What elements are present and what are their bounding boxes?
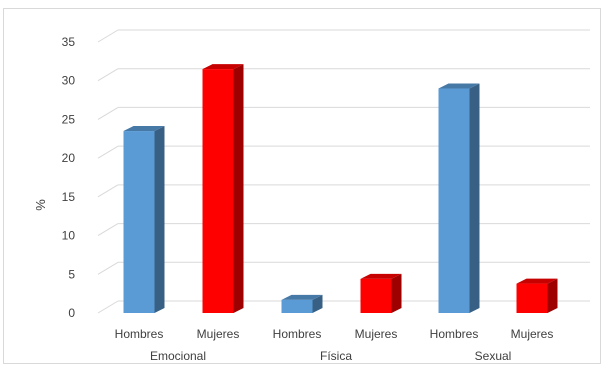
grid-line-depth <box>97 184 119 198</box>
x-group-label: Física <box>320 349 352 363</box>
grid-lines <box>97 29 590 314</box>
bar <box>123 126 165 314</box>
grid-line-depth <box>97 145 119 159</box>
y-tick-label: 10 <box>62 229 76 243</box>
bar-side <box>391 273 402 313</box>
grid-line-depth <box>97 223 119 237</box>
bar <box>281 294 323 313</box>
bar-top <box>360 273 402 279</box>
bar-side <box>469 83 480 313</box>
x-group-label: Sexual <box>475 349 512 363</box>
bars <box>123 64 558 314</box>
bar-side <box>547 278 558 313</box>
y-tick-label: 30 <box>62 74 76 88</box>
bar <box>360 273 402 313</box>
bar <box>438 83 480 313</box>
bar-top <box>123 126 165 132</box>
y-tick-label: 25 <box>62 112 76 126</box>
y-tick-label: 35 <box>62 35 76 49</box>
bar-top <box>516 278 558 284</box>
y-tick-label: 0 <box>68 306 75 320</box>
bar-side <box>233 64 244 313</box>
bar-front <box>438 88 470 313</box>
bar-top <box>281 294 323 300</box>
grid-line-depth <box>97 29 119 43</box>
bar-front <box>202 69 234 313</box>
bar-side <box>154 126 165 314</box>
x-category-label: Hombres <box>273 327 322 341</box>
y-tick-label: 20 <box>62 151 76 165</box>
grid-line-depth <box>97 68 119 82</box>
y-tick-label: 5 <box>68 267 75 281</box>
x-category-label: Hombres <box>115 327 164 341</box>
bar-side <box>312 294 323 313</box>
x-category-label: Hombres <box>430 327 479 341</box>
grid-line-depth <box>97 300 119 314</box>
grid-line-depth <box>97 261 119 275</box>
bar <box>202 64 244 313</box>
x-group-label: Emocional <box>150 349 206 363</box>
x-category-label: Mujeres <box>197 327 240 341</box>
y-tick-label: 15 <box>62 190 76 204</box>
bar-top <box>202 64 244 70</box>
y-axis: 0 5 10 15 20 25 30 35 <box>62 35 76 320</box>
bar-top <box>438 83 480 89</box>
bar-front <box>281 299 313 313</box>
bar <box>516 278 558 313</box>
x-category-label: Mujeres <box>355 327 398 341</box>
grid-line-depth <box>97 106 119 120</box>
x-category-label: Mujeres <box>511 327 554 341</box>
bar-front <box>516 283 548 313</box>
y-axis-label: % <box>33 199 48 211</box>
bar-front <box>360 278 392 313</box>
bar-front <box>123 131 155 313</box>
